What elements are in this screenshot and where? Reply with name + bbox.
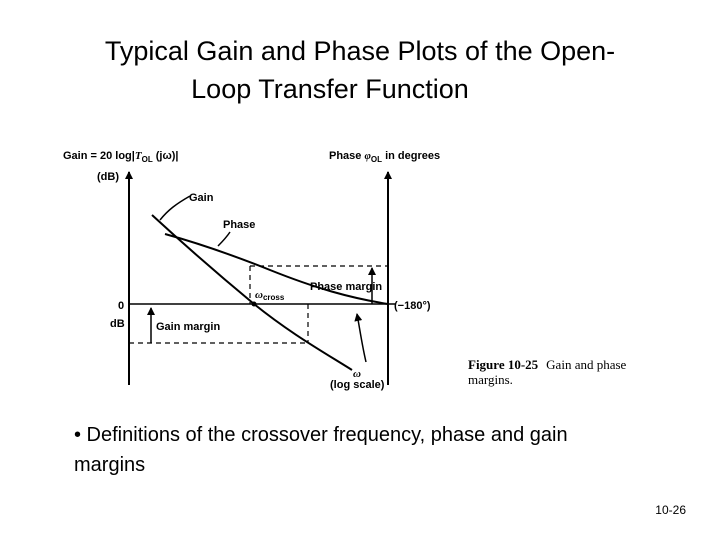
phase-axis-label: Phase φOL in degrees xyxy=(329,150,440,164)
title-line-2: Loop Transfer Function xyxy=(191,74,469,104)
gain-margin-label: Gain margin xyxy=(156,321,220,333)
bullet-text: • Definitions of the crossover frequency… xyxy=(74,424,568,476)
phase-curve xyxy=(164,233,389,305)
phase-curve-label: Phase xyxy=(223,219,255,231)
minus180-label: (−180°) xyxy=(394,300,431,312)
gain-axis-label: Gain = 20 log|TOL (jω)| xyxy=(63,150,179,164)
figure-caption-line2: margins. xyxy=(468,372,513,387)
zero-db-label: 0 xyxy=(118,300,124,312)
omega-label: ω xyxy=(353,368,361,380)
omega-cross-label: ωcross xyxy=(255,289,285,302)
title-line-1: Typical Gain and Phase Plots of the Open… xyxy=(104,36,616,66)
phase-margin-label: Phase margin xyxy=(310,281,382,293)
crossover-point xyxy=(251,301,257,307)
omega-arrow xyxy=(354,313,367,363)
db-unit-label: dB xyxy=(110,318,125,330)
phase-label-leader xyxy=(217,231,231,247)
slide-title: Typical Gain and Phase Plots of the Open… xyxy=(0,32,720,108)
gain-axis-unit: (dB) xyxy=(97,171,119,183)
gain-curve-label: Gain xyxy=(189,192,214,204)
page-number: 10-26 xyxy=(655,503,686,517)
gain-label-leader xyxy=(159,195,191,221)
log-scale-label: (log scale) xyxy=(330,379,385,391)
figure-caption-line1: Figure 10-25 Gain and phase xyxy=(468,357,627,372)
